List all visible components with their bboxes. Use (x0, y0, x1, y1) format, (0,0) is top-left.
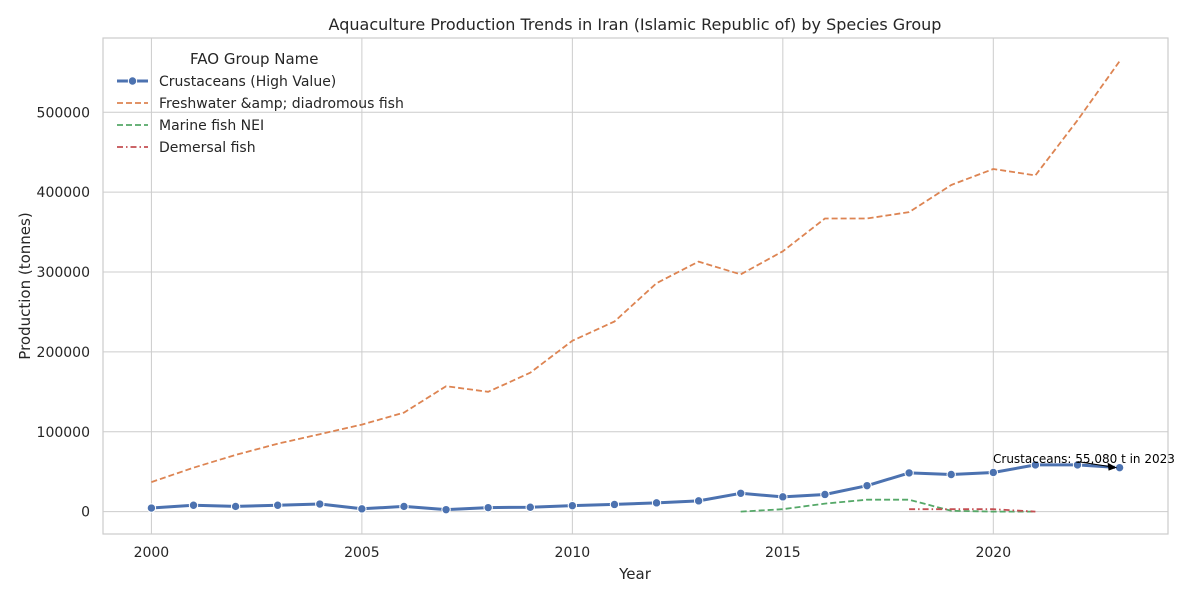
data-point (609, 499, 620, 510)
legend-title: FAO Group Name (190, 50, 319, 68)
y-tick-label: 400000 (37, 185, 90, 201)
data-point (315, 499, 325, 509)
x-tick-label: 2005 (344, 545, 380, 561)
series-0 (146, 460, 1125, 515)
data-point (230, 501, 241, 512)
legend-label: Freshwater &amp; diadromous fish (159, 96, 404, 112)
data-point (146, 503, 157, 513)
legend-item-1: Freshwater &amp; diadromous fish (117, 96, 404, 112)
series-line (151, 60, 1121, 483)
x-tick-label: 2020 (975, 545, 1011, 561)
data-point (946, 469, 956, 480)
x-tick-label: 2000 (134, 545, 170, 561)
series-2 (740, 498, 1036, 513)
series-line (740, 498, 1036, 513)
data-point (272, 500, 283, 510)
legend-item-3: Demersal fish (117, 140, 256, 156)
y-tick-label: 300000 (37, 265, 90, 281)
data-point (651, 498, 662, 508)
chart-title: Aquaculture Production Trends in Iran (I… (329, 15, 942, 34)
legend-marker (127, 76, 138, 86)
series-1 (151, 60, 1121, 483)
y-axis-label: Production (tonnes) (16, 212, 34, 359)
annotation: Crustaceans: 55,080 t in 2023 (993, 452, 1175, 471)
data-point (862, 480, 872, 491)
y-tick-label: 200000 (37, 345, 90, 361)
data-point (693, 496, 704, 506)
data-point (820, 489, 830, 500)
legend-label: Crustaceans (High Value) (159, 74, 336, 90)
data-point (736, 488, 746, 498)
series-3 (909, 508, 1036, 513)
series-line (909, 508, 1036, 513)
legend: FAO Group Name Crustaceans (High Value) F… (117, 50, 404, 156)
annotation-arrowhead (1107, 462, 1117, 471)
series-layer (146, 60, 1125, 515)
y-tick-label: 0 (81, 505, 90, 521)
data-point (567, 500, 578, 511)
tick-layer: 2000 2005 2010 2015 2020 0 100000 200000 300000 4… (37, 105, 1012, 561)
grid (103, 38, 1168, 534)
data-point (1072, 460, 1083, 470)
plot-area (102, 37, 1169, 535)
data-point (357, 504, 367, 514)
x-tick-label: 2015 (765, 545, 801, 561)
legend-label: Demersal fish (159, 140, 256, 156)
x-tick-label: 2010 (555, 545, 591, 561)
data-point (904, 468, 914, 478)
data-point (399, 501, 409, 512)
data-point (188, 500, 199, 510)
y-tick-label: 500000 (37, 105, 90, 121)
y-tick-label: 100000 (37, 425, 90, 441)
legend-item-2: Marine fish NEI (117, 118, 264, 134)
data-point (441, 504, 451, 515)
x-axis-label: Year (618, 565, 652, 583)
data-point (988, 467, 999, 478)
legend-label: Marine fish NEI (159, 118, 264, 134)
data-point (483, 502, 493, 513)
data-point (778, 492, 788, 502)
data-point (1030, 460, 1041, 470)
series-line (151, 463, 1120, 512)
legend-item-0: Crustaceans (High Value) (117, 74, 336, 90)
annotation-text: Crustaceans: 55,080 t in 2023 (993, 452, 1175, 466)
data-point (525, 502, 535, 512)
